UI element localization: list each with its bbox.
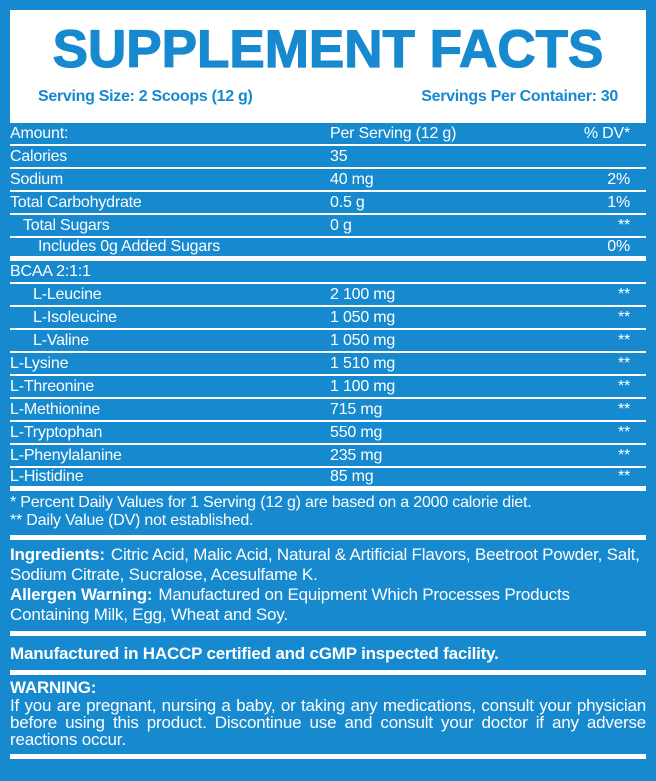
nutrient-dv: ** bbox=[617, 216, 630, 234]
warning-section: WARNING: If you are pregnant, nursing a … bbox=[10, 675, 646, 759]
table-row: Total Carbohydrate 0.5 g 1% bbox=[10, 192, 646, 215]
table-body: Calories 35 Sodium 40 mg 2% Total Carbohydrat… bbox=[10, 146, 646, 491]
table-row: L-Histidine 85 mg ** bbox=[10, 468, 646, 491]
nutrient-dv: ** bbox=[617, 446, 630, 464]
table-row: L-Lysine 1 510 mg ** bbox=[10, 353, 646, 376]
nutrient-name: L-Phenylalanine bbox=[10, 446, 122, 464]
nutrient-dv: 0% bbox=[607, 238, 630, 255]
table-row: BCAA 2:1:1 bbox=[10, 261, 646, 284]
column-header-amount: Amount: bbox=[10, 124, 69, 142]
nutrient-amount: 0 g bbox=[330, 216, 352, 234]
facility-section: Manufactured in HACCP certified and cGMP… bbox=[10, 636, 646, 675]
nutrient-dv: 2% bbox=[607, 170, 630, 188]
ingredients-section: Ingredients: Citric Acid, Malic Acid, Nat… bbox=[10, 540, 646, 636]
nutrient-name: L-Histidine bbox=[10, 468, 84, 485]
nutrient-dv: ** bbox=[617, 285, 630, 303]
header-box: SUPPLEMENT FACTS Serving Size: 2 Scoops … bbox=[10, 10, 646, 123]
nutrient-name: L-Threonine bbox=[10, 377, 95, 395]
ingredients-text: Citric Acid, Malic Acid, Natural & Artif… bbox=[10, 545, 640, 584]
nutrient-dv: ** bbox=[617, 468, 630, 485]
nutrient-amount: 2 100 mg bbox=[330, 285, 396, 303]
nutrient-dv: ** bbox=[617, 331, 630, 349]
nutrient-dv: ** bbox=[617, 308, 630, 326]
warning-text: If you are pregnant, nursing a baby, or … bbox=[10, 696, 646, 749]
serving-info-row: Serving Size: 2 Scoops (12 g) Servings P… bbox=[10, 88, 646, 106]
allergen-line: Allergen Warning: Manufactured on Equipme… bbox=[10, 585, 646, 625]
ingredients-label: Ingredients: bbox=[10, 545, 105, 564]
table-row: L-Leucine 2 100 mg ** bbox=[10, 284, 646, 307]
nutrient-name: L-Isoleucine bbox=[33, 308, 117, 326]
table-row: L-Valine 1 050 mg ** bbox=[10, 330, 646, 353]
facts-table: Amount: Per Serving (12 g) % DV* Calorie… bbox=[10, 123, 646, 491]
nutrient-amount: 1 100 mg bbox=[330, 377, 396, 395]
label-title: SUPPLEMENT FACTS bbox=[52, 20, 604, 79]
nutrient-amount: 35 bbox=[330, 147, 348, 165]
nutrient-dv: ** bbox=[617, 400, 630, 418]
allergen-warning-label: Allergen Warning: bbox=[10, 585, 153, 604]
table-row: Sodium 40 mg 2% bbox=[10, 169, 646, 192]
table-row: Calories 35 bbox=[10, 146, 646, 169]
nutrient-amount: 0.5 g bbox=[330, 193, 365, 211]
warning-heading: WARNING: bbox=[10, 678, 97, 697]
nutrient-amount: 550 mg bbox=[330, 423, 383, 441]
footnotes-section: * Percent Daily Values for 1 Serving (12… bbox=[10, 491, 646, 540]
nutrient-name: Sodium bbox=[10, 170, 64, 188]
table-row: L-Methionine 715 mg ** bbox=[10, 399, 646, 422]
column-header-per-serving: Per Serving (12 g) bbox=[330, 124, 457, 142]
nutrient-name: Total Sugars bbox=[23, 216, 110, 234]
table-row: L-Isoleucine 1 050 mg ** bbox=[10, 307, 646, 330]
nutrient-amount: 715 mg bbox=[330, 400, 383, 418]
serving-size: Serving Size: 2 Scoops (12 g) bbox=[38, 88, 253, 105]
facility-statement: Manufactured in HACCP certified and cGMP… bbox=[10, 644, 499, 663]
table-row: Includes 0g Added Sugars 0% bbox=[10, 238, 646, 261]
nutrient-dv: 1% bbox=[607, 193, 630, 211]
nutrient-name: Includes 0g Added Sugars bbox=[38, 238, 221, 255]
nutrient-name: L-Valine bbox=[33, 331, 89, 349]
nutrient-dv: ** bbox=[617, 354, 630, 372]
footnote-not-established: ** Daily Value (DV) not established. bbox=[10, 512, 254, 529]
nutrient-amount: 235 mg bbox=[330, 446, 383, 464]
nutrient-name: BCAA 2:1:1 bbox=[10, 262, 91, 280]
nutrient-name: Calories bbox=[10, 147, 68, 165]
ingredients-line: Ingredients: Citric Acid, Malic Acid, Nat… bbox=[10, 545, 646, 585]
nutrient-dv: ** bbox=[617, 423, 630, 441]
footnote-daily-values: * Percent Daily Values for 1 Serving (12… bbox=[10, 494, 532, 511]
table-row: Total Sugars 0 g ** bbox=[10, 215, 646, 238]
nutrient-name: L-Lysine bbox=[10, 354, 69, 372]
nutrient-amount: 1 510 mg bbox=[330, 354, 396, 372]
nutrient-name: L-Methionine bbox=[10, 400, 101, 418]
table-row: L-Tryptophan 550 mg ** bbox=[10, 422, 646, 445]
allergen-warning-text: Manufactured on Equipment Which Processe… bbox=[10, 585, 570, 624]
column-header-dv: % DV* bbox=[583, 124, 630, 142]
table-header-row: Amount: Per Serving (12 g) % DV* bbox=[10, 123, 646, 146]
nutrient-name: Total Carbohydrate bbox=[10, 193, 142, 211]
table-row: L-Threonine 1 100 mg ** bbox=[10, 376, 646, 399]
table-row: L-Phenylalanine 235 mg ** bbox=[10, 445, 646, 468]
nutrient-name: L-Tryptophan bbox=[10, 423, 103, 441]
servings-per-container: Servings Per Container: 30 bbox=[421, 88, 618, 105]
nutrient-amount: 1 050 mg bbox=[330, 308, 396, 326]
nutrient-name: L-Leucine bbox=[33, 285, 102, 303]
nutrient-amount: 85 mg bbox=[330, 468, 374, 485]
nutrient-amount: 1 050 mg bbox=[330, 331, 396, 349]
nutrient-dv: ** bbox=[617, 377, 630, 395]
nutrient-amount: 40 mg bbox=[330, 170, 374, 188]
